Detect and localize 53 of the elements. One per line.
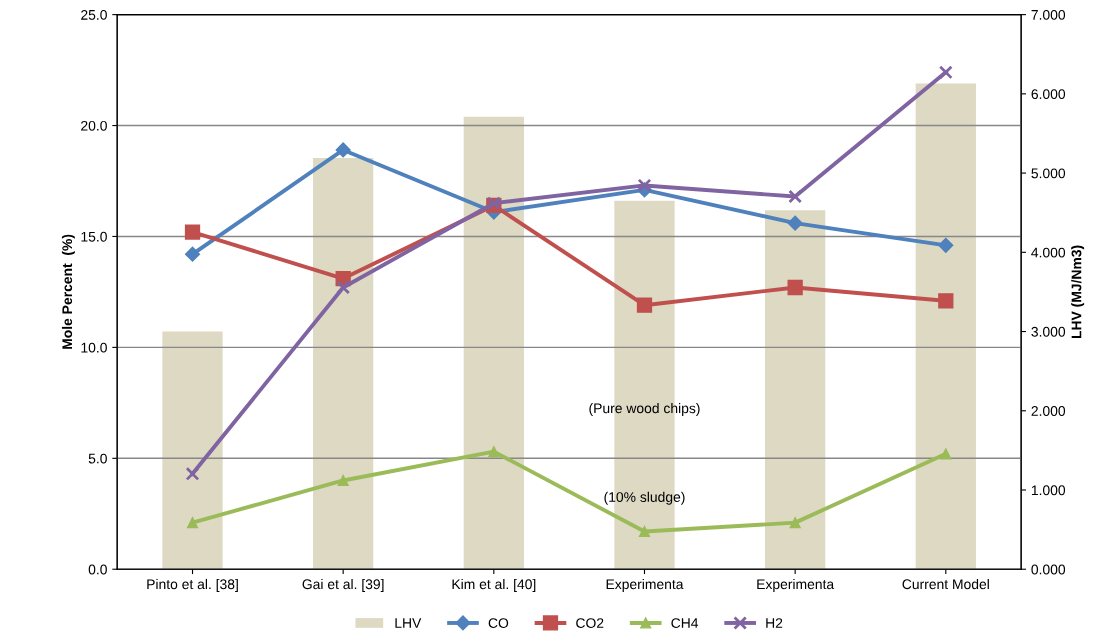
- y2-tick-label: 2.000: [1031, 406, 1066, 416]
- point: [938, 293, 954, 309]
- point: [184, 246, 201, 262]
- x-tick-label: Kim et al. [40]: [452, 578, 536, 592]
- point: [184, 224, 201, 240]
- legend-label: LHV: [395, 618, 422, 628]
- legend-label: CO: [488, 618, 509, 628]
- x-tick-label: Experimenta: [757, 578, 835, 592]
- y2-tick-label: 6.000: [1031, 89, 1066, 100]
- y-axis-title: Mole Percent (%): [61, 234, 75, 349]
- x-tick-label: Gai et al. [39]: [302, 578, 384, 592]
- annotation: (10% sludge): [604, 491, 685, 505]
- x-tick-label: Pinto et al. [38]: [147, 578, 238, 592]
- point: [788, 189, 803, 204]
- y2-tick-label: 4.000: [1031, 247, 1066, 258]
- legend-label: CO2: [576, 618, 604, 628]
- point: [337, 474, 349, 487]
- bar: [915, 83, 976, 570]
- bar: [313, 158, 374, 570]
- y2-tick-label: 1.000: [1031, 485, 1066, 496]
- y-tick-label: 0.0: [88, 564, 107, 575]
- y2-tick-label: 3.000: [1031, 326, 1066, 337]
- x-tick-label: Current Model: [902, 578, 989, 590]
- point: [488, 446, 500, 458]
- bar: [765, 210, 826, 570]
- legend-label: H2: [766, 618, 783, 628]
- y-tick-label: 20.0: [81, 120, 107, 131]
- point: [787, 215, 803, 231]
- bar: [162, 331, 223, 570]
- x-tick-label: Experimenta: [606, 578, 684, 592]
- point: [185, 466, 200, 481]
- legend-label: CH4: [671, 618, 699, 628]
- point: [940, 448, 952, 460]
- point: [335, 142, 351, 158]
- point: [787, 279, 803, 296]
- point: [636, 297, 653, 313]
- point: [638, 525, 651, 538]
- y2-axis-title: LHV (MJ/Nm3): [1071, 245, 1085, 339]
- y-tick-label: 10.0: [81, 342, 107, 353]
- y2-tick-label: 5.000: [1031, 168, 1066, 179]
- bar: [463, 116, 524, 570]
- point: [938, 237, 954, 253]
- point: [637, 178, 652, 193]
- y2-tick-label: 0.000: [1031, 564, 1066, 575]
- point: [938, 65, 953, 80]
- point: [186, 517, 199, 529]
- y-tick-label: 25.0: [81, 9, 107, 20]
- point: [789, 517, 801, 529]
- y-tick-label: 15.0: [81, 231, 107, 242]
- y-tick-label: 5.0: [88, 453, 107, 464]
- y2-tick-label: 7.000: [1031, 9, 1066, 20]
- point: [336, 280, 351, 295]
- annotation: (Pure wood chips): [589, 403, 700, 416]
